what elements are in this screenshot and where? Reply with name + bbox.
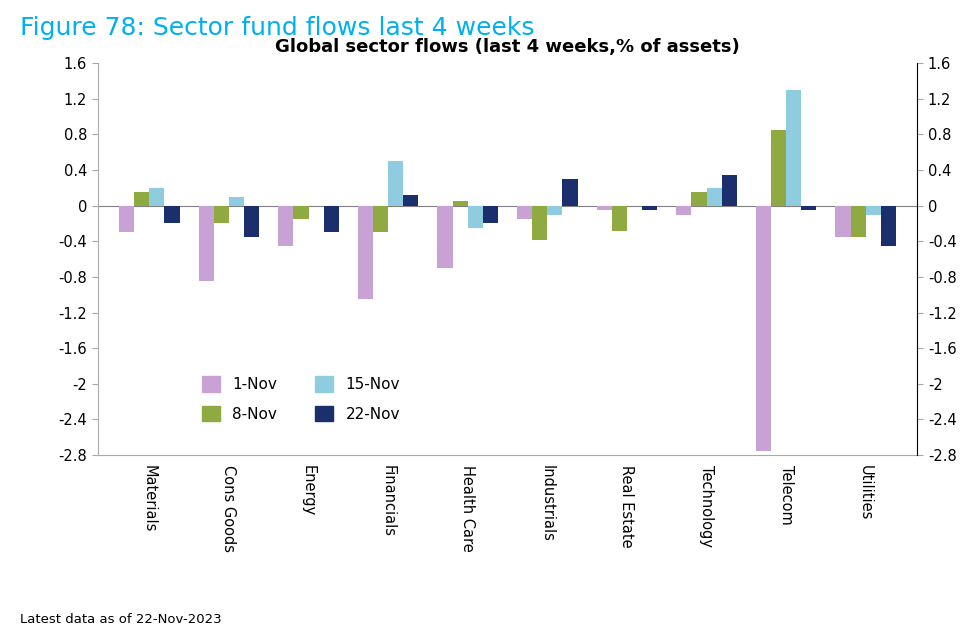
Bar <box>835 205 850 237</box>
Bar <box>135 192 149 205</box>
Bar <box>532 205 548 240</box>
Bar <box>707 188 721 205</box>
Bar <box>149 188 165 205</box>
Bar <box>165 205 180 224</box>
Bar <box>642 205 657 210</box>
Bar <box>388 161 403 205</box>
Bar <box>691 192 707 205</box>
Bar <box>468 205 483 228</box>
Bar <box>358 205 373 299</box>
Bar <box>786 90 801 205</box>
Bar <box>721 174 737 205</box>
Title: Global sector flows (last 4 weeks,% of assets): Global sector flows (last 4 weeks,% of a… <box>275 38 740 56</box>
Bar <box>453 201 468 205</box>
Bar <box>373 205 388 233</box>
Bar <box>801 205 816 210</box>
Bar <box>214 205 229 224</box>
Bar <box>324 205 339 233</box>
Text: Figure 78: Sector fund flows last 4 weeks: Figure 78: Sector fund flows last 4 week… <box>20 16 534 40</box>
Bar <box>229 197 244 205</box>
Bar <box>437 205 453 268</box>
Bar <box>294 205 308 219</box>
Bar <box>278 205 294 246</box>
Bar <box>880 205 896 246</box>
Bar <box>850 205 866 237</box>
Text: Latest data as of 22-Nov-2023: Latest data as of 22-Nov-2023 <box>20 612 222 626</box>
Legend: 1-Nov, 8-Nov, 15-Nov, 22-Nov: 1-Nov, 8-Nov, 15-Nov, 22-Nov <box>195 370 406 428</box>
Bar <box>562 179 578 205</box>
Bar <box>596 205 612 210</box>
Bar <box>517 205 532 219</box>
Bar <box>119 205 135 233</box>
Bar <box>676 205 691 215</box>
Bar <box>244 205 260 237</box>
Bar <box>612 205 627 231</box>
Bar <box>548 205 562 215</box>
Bar <box>755 205 771 451</box>
Bar <box>483 205 498 224</box>
Bar <box>771 130 786 205</box>
Bar <box>866 205 880 215</box>
Bar <box>199 205 214 281</box>
Bar <box>403 195 419 205</box>
